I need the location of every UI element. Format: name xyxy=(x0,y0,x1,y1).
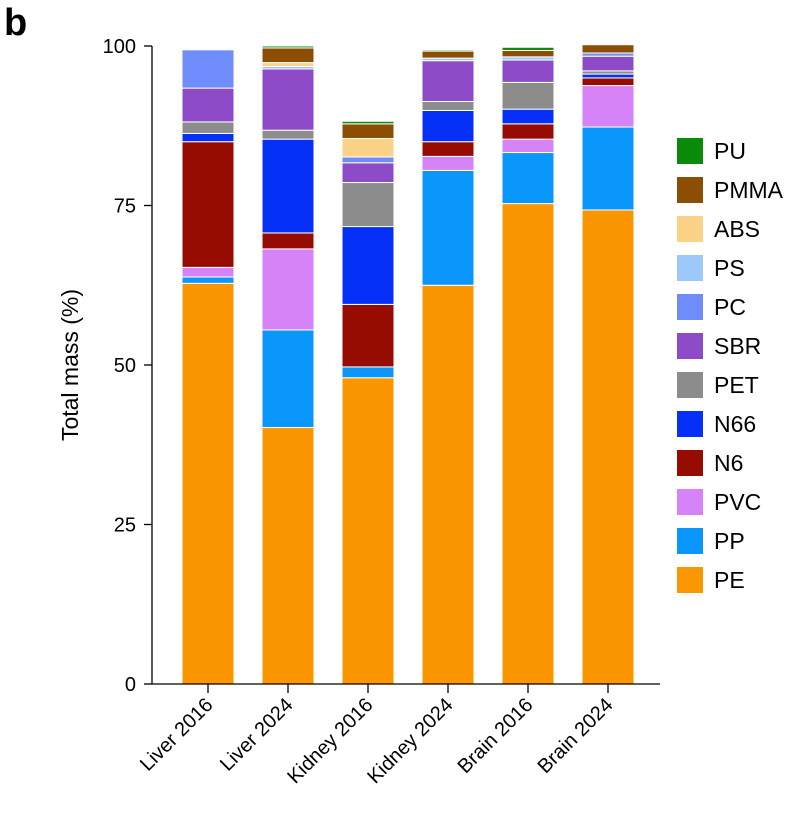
bar-brain-2016-n66 xyxy=(501,108,555,125)
bar-kidney-2016-pu xyxy=(341,120,395,125)
legend-label-pu: PU xyxy=(714,138,746,164)
bar-liver-2016-pp xyxy=(181,276,235,284)
bar-kidney-2016-pc xyxy=(341,156,395,164)
bar-kidney-2024-pp xyxy=(421,169,475,286)
bar-liver-2016-pe xyxy=(181,282,235,685)
bar-kidney-2024-pe xyxy=(421,284,475,685)
bar-liver-2016-sbr xyxy=(181,87,235,123)
bar-liver-2016-n66 xyxy=(181,132,235,143)
panel-label: b xyxy=(4,2,28,44)
bar-liver-2016-n6 xyxy=(181,141,235,268)
bar-brain-2016-pvc xyxy=(501,138,555,154)
legend-label-pc: PC xyxy=(714,294,746,320)
legend-swatch-pc xyxy=(677,294,703,320)
bar-liver-2016-pc xyxy=(181,49,235,89)
legend-swatch-ps xyxy=(677,255,703,281)
legend-label-n6: N6 xyxy=(714,450,743,476)
legend-swatch-n6 xyxy=(677,450,703,476)
bar-liver-2024-sbr xyxy=(261,68,315,131)
legend-swatch-pe xyxy=(677,567,703,593)
x-tick-label-kidney-2024: Kidney 2024 xyxy=(363,694,457,788)
x-tick-label-brain-2016: Brain 2016 xyxy=(454,694,538,778)
bar-liver-2024-n6 xyxy=(261,232,315,250)
legend-label-sbr: SBR xyxy=(714,333,761,359)
bar-brain-2024-pmma xyxy=(581,44,635,54)
bar-kidney-2024-pet xyxy=(421,101,475,111)
bar-brain-2016-sbr xyxy=(501,59,555,83)
bar-liver-2024-pvc xyxy=(261,248,315,331)
legend: PU PMMA ABS PS PC SBR PET N66 N6 PVC PP PE xyxy=(677,138,784,593)
bar-brain-2016-pp xyxy=(501,152,555,205)
legend-label-abs: ABS xyxy=(714,216,760,242)
legend-label-pvc: PVC xyxy=(714,489,761,515)
y-axis-title: Total mass (%) xyxy=(57,289,83,441)
bar-liver-2024-abs xyxy=(261,62,315,67)
x-tick-label-liver-2024: Liver 2024 xyxy=(216,694,298,776)
bar-brain-2024-n6 xyxy=(581,77,635,87)
bar-brain-2016-pe xyxy=(501,203,555,685)
legend-swatch-n66 xyxy=(677,411,703,437)
bar-kidney-2016-abs xyxy=(341,138,395,158)
bar-liver-2016-pet xyxy=(181,121,235,134)
bar-liver-2024-pp xyxy=(261,329,315,429)
bar-brain-2024-pvc xyxy=(581,85,635,128)
y-tick-label-100: 100 xyxy=(103,36,136,58)
legend-label-pe: PE xyxy=(714,567,745,593)
bar-brain-2024-pe xyxy=(581,209,635,685)
y-tick-label-75: 75 xyxy=(114,196,136,218)
x-tick-label-brain-2024: Brain 2024 xyxy=(534,694,618,778)
y-ticks-group: 0 25 50 75 100 xyxy=(103,36,152,696)
bar-liver-2024-n66 xyxy=(261,138,315,234)
y-tick-label-50: 50 xyxy=(114,355,136,377)
bar-kidney-2016-n66 xyxy=(341,226,395,305)
bar-kidney-2024-sbr xyxy=(421,60,475,103)
bar-liver-2024-pu xyxy=(261,45,315,49)
bar-brain-2024-sbr xyxy=(581,55,635,72)
bar-kidney-2024-pu xyxy=(421,49,475,52)
legend-swatch-pvc xyxy=(677,489,703,515)
bar-kidney-2024-n6 xyxy=(421,141,475,157)
bar-kidney-2024-n66 xyxy=(421,109,475,143)
bar-brain-2016-pmma xyxy=(501,49,555,58)
bar-liver-2024-pmma xyxy=(261,47,315,64)
legend-swatch-abs xyxy=(677,216,703,242)
bar-kidney-2016-n6 xyxy=(341,303,395,368)
bar-liver-2024-pe xyxy=(261,427,315,685)
bar-kidney-2024-pvc xyxy=(421,155,475,171)
bar-brain-2016-pet xyxy=(501,81,555,110)
bars-group xyxy=(181,44,635,685)
bar-brain-2016-pu xyxy=(501,46,555,51)
bar-kidney-2024-pmma xyxy=(421,50,475,59)
bar-kidney-2016-pmma xyxy=(341,123,395,140)
legend-label-ps: PS xyxy=(714,255,745,281)
legend-swatch-pp xyxy=(677,528,703,554)
bar-kidney-2016-pe xyxy=(341,377,395,685)
y-tick-label-0: 0 xyxy=(125,674,136,696)
bar-brain-2024-n66 xyxy=(581,73,635,79)
bar-kidney-2016-pet xyxy=(341,182,395,228)
bar-brain-2024-pp xyxy=(581,126,635,211)
legend-label-pet: PET xyxy=(714,372,759,398)
bar-liver-2016-pvc xyxy=(181,266,235,278)
bar-liver-2024-pet xyxy=(261,129,315,140)
legend-swatch-sbr xyxy=(677,333,703,359)
bar-kidney-2016-pp xyxy=(341,366,395,379)
bar-brain-2016-n6 xyxy=(501,123,555,140)
legend-label-pmma: PMMA xyxy=(714,177,784,203)
legend-label-pp: PP xyxy=(714,528,745,554)
legend-label-n66: N66 xyxy=(714,411,756,437)
bar-kidney-2016-sbr xyxy=(341,162,395,184)
y-tick-label-25: 25 xyxy=(114,515,136,537)
legend-swatch-pet xyxy=(677,372,703,398)
legend-swatch-pmma xyxy=(677,177,703,203)
legend-swatch-pu xyxy=(677,138,703,164)
x-tick-label-liver-2016: Liver 2016 xyxy=(136,694,218,776)
